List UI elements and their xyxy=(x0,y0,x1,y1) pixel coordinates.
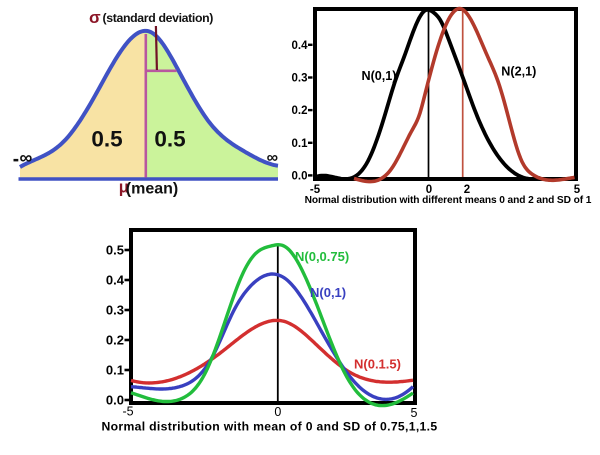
svg-text:N(0.1.5): N(0.1.5) xyxy=(354,357,401,372)
svg-text:0.0: 0.0 xyxy=(292,170,308,182)
svg-text:N(2,1): N(2,1) xyxy=(501,65,536,79)
svg-text:0: 0 xyxy=(426,184,432,196)
svg-text:0: 0 xyxy=(274,405,281,419)
svg-text:0.2: 0.2 xyxy=(292,105,308,117)
svg-text:-5: -5 xyxy=(310,184,321,196)
svg-text:N(0,1): N(0,1) xyxy=(362,69,397,83)
svg-text:2: 2 xyxy=(464,184,470,196)
svg-text:(mean): (mean) xyxy=(126,180,178,197)
svg-text:(standard deviation): (standard deviation) xyxy=(103,11,214,25)
svg-text:N(0,0.75): N(0,0.75) xyxy=(295,249,349,264)
svg-text:0.2: 0.2 xyxy=(106,333,124,348)
svg-text:Normal distribution with mean: Normal distribution with mean of 0 and S… xyxy=(102,420,438,434)
svg-text:0.4: 0.4 xyxy=(106,273,125,288)
svg-text:0.4: 0.4 xyxy=(292,40,309,52)
svg-text:0.5: 0.5 xyxy=(106,243,124,258)
svg-text:0.3: 0.3 xyxy=(106,303,124,318)
svg-text:0.1: 0.1 xyxy=(106,363,124,378)
svg-text:0.3: 0.3 xyxy=(292,73,308,85)
svg-text:∞: ∞ xyxy=(267,149,278,166)
svg-text:N(0,1): N(0,1) xyxy=(310,285,346,300)
svg-text:5: 5 xyxy=(574,184,581,196)
svg-text:μ: μ xyxy=(119,178,129,196)
svg-text:0.0: 0.0 xyxy=(106,393,124,408)
svg-text:Normal distribution with diffe: Normal distribution with different means… xyxy=(305,195,592,206)
svg-text:5: 5 xyxy=(411,406,418,420)
svg-text:0.5: 0.5 xyxy=(91,127,122,152)
svg-text:0.1: 0.1 xyxy=(292,138,309,150)
svg-text:∞: ∞ xyxy=(20,148,33,168)
svg-text:0.5: 0.5 xyxy=(154,127,185,152)
svg-text:σ: σ xyxy=(89,8,101,27)
svg-text:-5: -5 xyxy=(122,405,133,419)
